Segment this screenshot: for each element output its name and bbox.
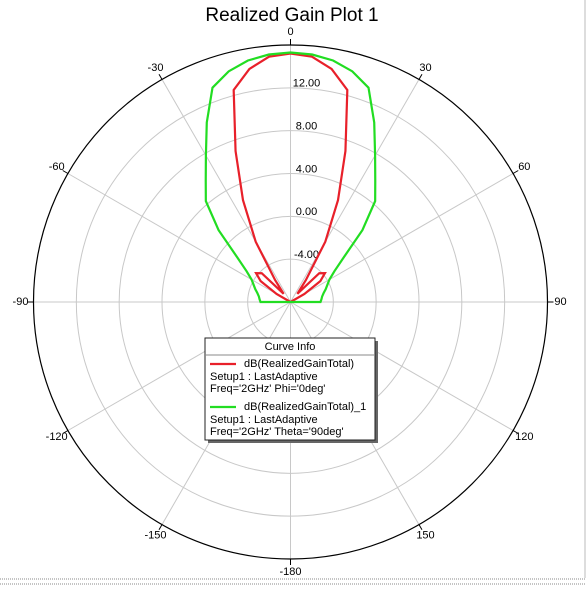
grid-spoke [290,79,420,303]
theta-tick [158,524,163,531]
legend-variation: Freq='2GHz' Theta='90deg' [210,426,344,438]
r-tick-label: 0.00 [296,206,317,218]
r-tick-label: 4.00 [296,163,317,175]
theta-tick [512,170,519,174]
theta-tick-label: 150 [416,530,434,542]
legend-name: dB(RealizedGainTotal) [244,358,354,370]
theta-tick-label: 0 [287,26,293,38]
curves [204,51,377,304]
r-tick-label: 8.00 [296,121,317,133]
grid-spoke [290,173,514,303]
theta-tick-label: -180 [279,566,301,578]
legend-setup: Setup1 : LastAdaptive [210,371,318,383]
legend-setup: Setup1 : LastAdaptive [210,414,318,426]
grid: 0 30 60 90 120 150 -180 -150 -120 -90 -60 -30 -4.00 0… [13,26,567,578]
r-tick-label: -4.00 [294,249,319,261]
outer-ring [32,44,549,560]
legend-variation: Freq='2GHz' Phi='0deg' [210,383,325,395]
legend-name: dB(RealizedGainTotal)_1 [244,401,366,413]
grid-spoke [67,301,291,431]
theta-tick [418,73,423,80]
theta-tick-label: 60 [518,161,530,173]
theta-tick-label: -30 [148,62,164,74]
grid-spoke [290,301,514,431]
legend-title: Curve Info [265,341,316,353]
theta-tick-label: 120 [515,431,533,443]
grid-spoke [161,79,291,303]
theta-tick-label: -90 [13,296,29,308]
curve [204,51,377,304]
theta-tick-label: 30 [419,62,431,74]
theta-tick [512,430,519,434]
theta-tick [158,73,163,80]
grid-spoke [67,173,291,303]
r-tick-label: 12.00 [293,78,321,90]
theta-tick [62,430,69,434]
theta-tick-label: -150 [144,530,166,542]
theta-tick-label: 90 [554,296,566,308]
theta-tick-label: -60 [49,161,65,173]
theta-tick-label: -120 [46,431,68,443]
legend: Curve Info dB(RealizedGainTotal)Setup1 :… [204,337,378,443]
theta-tick [418,524,423,531]
theta-tick [62,170,69,174]
chart-title: Realized Gain Plot 1 [205,5,378,26]
